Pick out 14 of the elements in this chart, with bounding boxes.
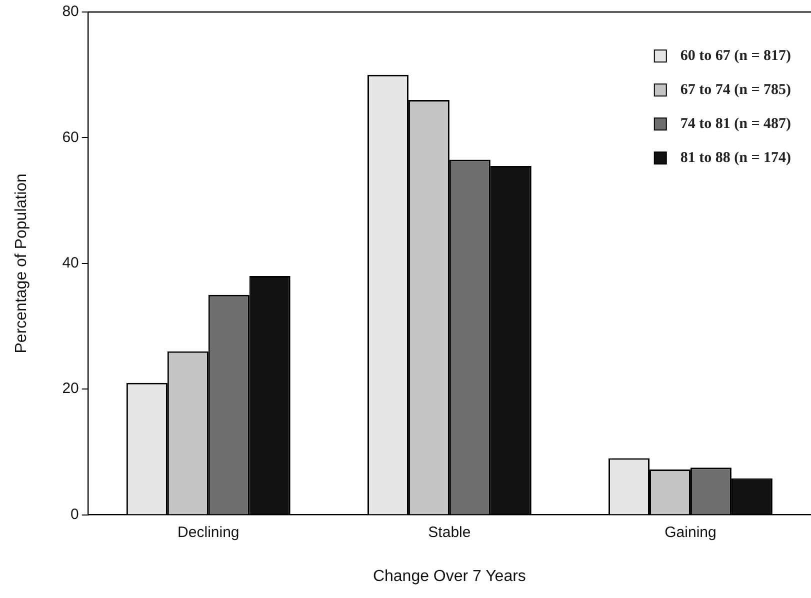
y-tick-label: 20 (62, 380, 79, 398)
y-tick-label: 60 (62, 128, 79, 146)
x-tick-label: Stable (428, 524, 471, 541)
y-axis-title: Percentage of Population (13, 174, 30, 354)
x-tick-label: Declining (178, 524, 240, 541)
x-axis-title: Change Over 7 Years (372, 568, 526, 585)
y-tick-label: 0 (70, 506, 79, 523)
y-tick-label: 40 (62, 254, 79, 272)
legend-label: 74 to 81 (n = 487) (680, 116, 792, 132)
legend-label: 81 to 88 (n = 174) (680, 150, 792, 166)
legend-label: 60 to 67 (n = 817) (680, 48, 792, 64)
x-tick-label: Gaining (664, 524, 716, 541)
y-tick-label: 80 (62, 3, 79, 20)
legend-label: 67 to 74 (n = 785) (680, 82, 792, 98)
